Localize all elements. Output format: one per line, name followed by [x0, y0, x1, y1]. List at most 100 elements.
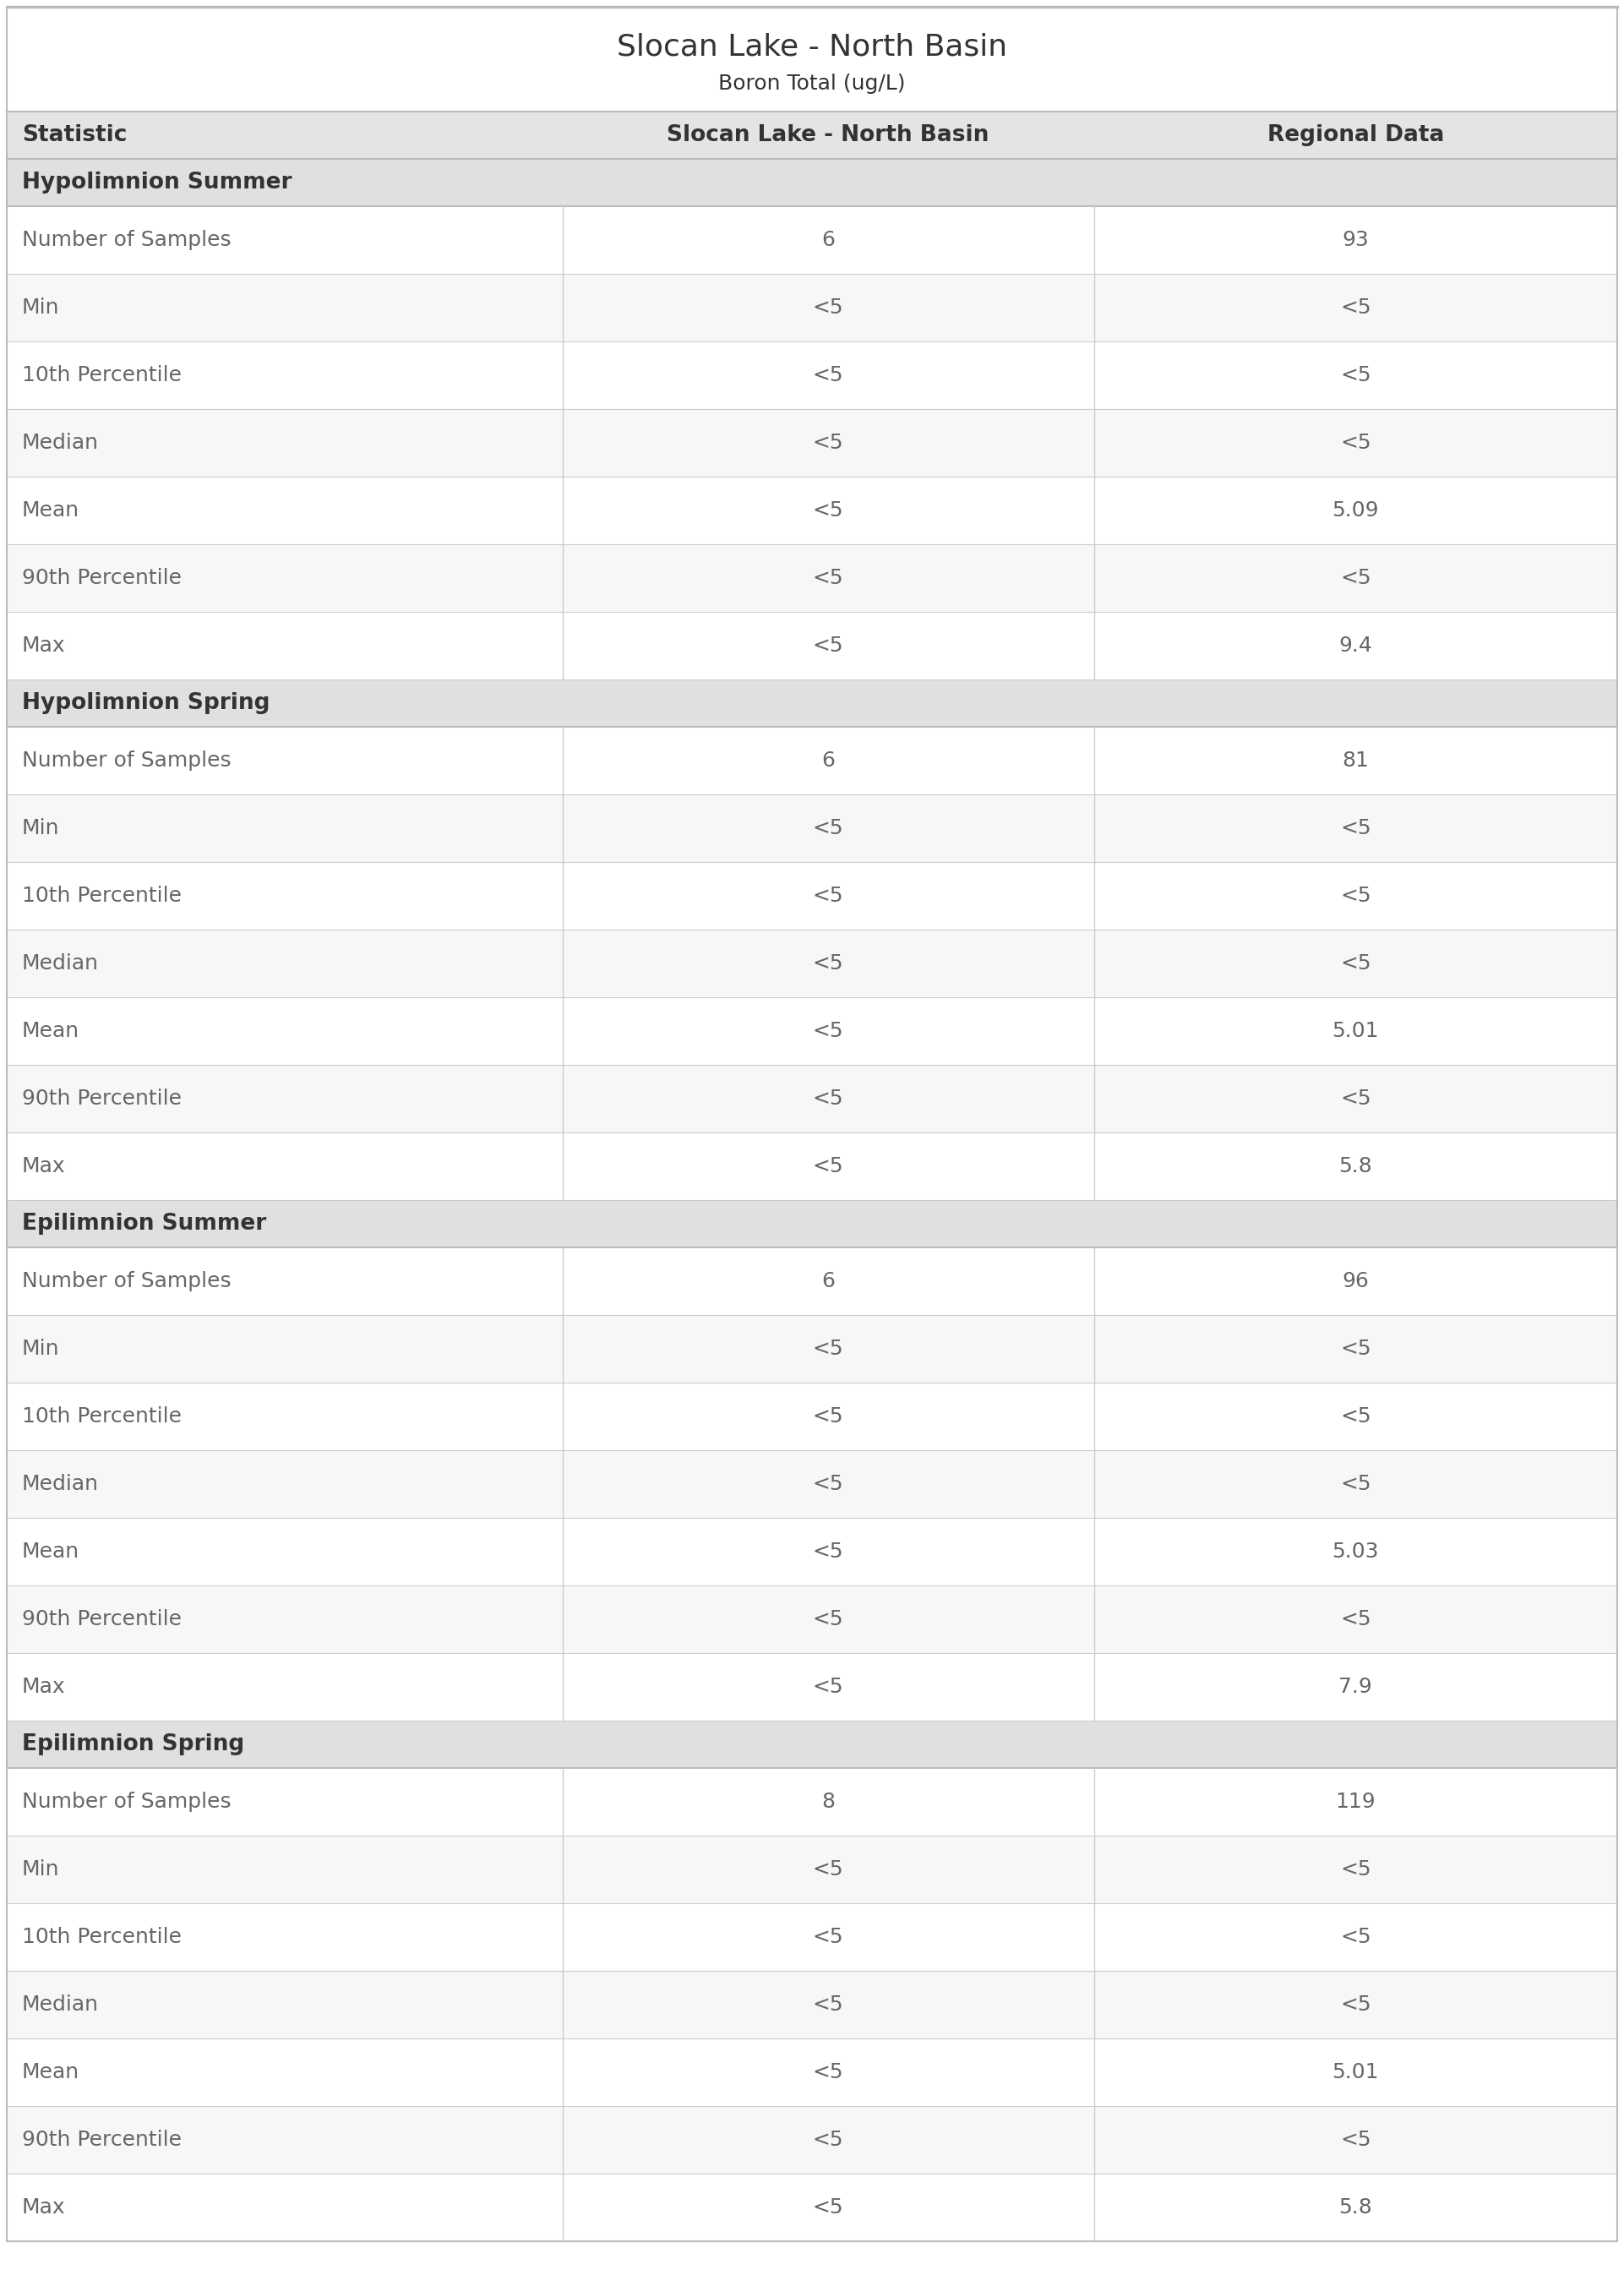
Text: <5: <5: [1340, 953, 1371, 974]
Text: 93: 93: [1341, 229, 1369, 250]
Text: 6: 6: [822, 751, 835, 772]
Text: 5.09: 5.09: [1332, 499, 1379, 520]
Text: <5: <5: [812, 1155, 843, 1176]
Text: <5: <5: [1340, 1407, 1371, 1426]
Text: <5: <5: [812, 1927, 843, 1948]
Text: 9.4: 9.4: [1338, 636, 1372, 656]
Bar: [6, 409, 1618, 477]
Text: Median: Median: [23, 434, 99, 454]
Text: <5: <5: [812, 1090, 843, 1108]
Bar: [6, 275, 1618, 340]
Bar: [6, 111, 1618, 159]
Text: 90th Percentile: 90th Percentile: [23, 568, 182, 588]
Text: Epilimnion Summer: Epilimnion Summer: [23, 1212, 266, 1235]
Text: Mean: Mean: [23, 2061, 80, 2082]
Text: Number of Samples: Number of Samples: [23, 1271, 231, 1292]
Text: Max: Max: [23, 1155, 65, 1176]
Text: 10th Percentile: 10th Percentile: [23, 365, 182, 386]
Text: 8: 8: [822, 1791, 835, 1811]
Text: Mean: Mean: [23, 1541, 80, 1562]
Text: <5: <5: [812, 953, 843, 974]
Text: Slocan Lake - North Basin: Slocan Lake - North Basin: [617, 32, 1007, 61]
Bar: [6, 2107, 1618, 2175]
Bar: [6, 1653, 1618, 1721]
Text: Min: Min: [23, 1859, 60, 1880]
Bar: [6, 726, 1618, 794]
Bar: [6, 1721, 1618, 1768]
Bar: [6, 207, 1618, 275]
Text: <5: <5: [1340, 297, 1371, 318]
Text: Median: Median: [23, 1995, 99, 2016]
Text: <5: <5: [812, 1541, 843, 1562]
Text: Number of Samples: Number of Samples: [23, 1791, 231, 1811]
Bar: [6, 1519, 1618, 1584]
Text: Mean: Mean: [23, 499, 80, 520]
Bar: [6, 2175, 1618, 2240]
Text: <5: <5: [1340, 434, 1371, 454]
Text: <5: <5: [812, 434, 843, 454]
Text: <5: <5: [812, 1022, 843, 1042]
Bar: [6, 340, 1618, 409]
Text: Epilimnion Spring: Epilimnion Spring: [23, 1734, 244, 1755]
Text: <5: <5: [812, 365, 843, 386]
Bar: [6, 1768, 1618, 1836]
Text: 96: 96: [1341, 1271, 1369, 1292]
Text: 90th Percentile: 90th Percentile: [23, 1609, 182, 1630]
Text: 119: 119: [1335, 1791, 1376, 1811]
Text: Boron Total (ug/L): Boron Total (ug/L): [718, 73, 906, 93]
Bar: [6, 1382, 1618, 1451]
Bar: [6, 1836, 1618, 1902]
Text: 81: 81: [1341, 751, 1369, 772]
Bar: [6, 1249, 1618, 1314]
Text: 5.01: 5.01: [1332, 1022, 1379, 1042]
Bar: [6, 545, 1618, 613]
Text: <5: <5: [1340, 1995, 1371, 2016]
Text: Hypolimnion Summer: Hypolimnion Summer: [23, 173, 292, 193]
Text: <5: <5: [1340, 817, 1371, 838]
Text: <5: <5: [812, 636, 843, 656]
Text: Number of Samples: Number of Samples: [23, 229, 231, 250]
Bar: [6, 1970, 1618, 2038]
Text: <5: <5: [812, 1609, 843, 1630]
Text: <5: <5: [1340, 2129, 1371, 2150]
Bar: [6, 863, 1618, 931]
Text: <5: <5: [812, 1339, 843, 1360]
Bar: [6, 1201, 1618, 1248]
Bar: [6, 1133, 1618, 1201]
Bar: [6, 1902, 1618, 1970]
Bar: [6, 1451, 1618, 1519]
Text: 90th Percentile: 90th Percentile: [23, 1090, 182, 1108]
Text: Mean: Mean: [23, 1022, 80, 1042]
Text: Slocan Lake - North Basin: Slocan Lake - North Basin: [667, 125, 989, 145]
Text: 10th Percentile: 10th Percentile: [23, 885, 182, 906]
Text: <5: <5: [812, 2061, 843, 2082]
Text: 7.9: 7.9: [1338, 1678, 1372, 1698]
Text: <5: <5: [812, 297, 843, 318]
Text: 6: 6: [822, 1271, 835, 1292]
Text: 5.8: 5.8: [1338, 1155, 1372, 1176]
Text: <5: <5: [812, 1678, 843, 1698]
Text: <5: <5: [1340, 1927, 1371, 1948]
Text: <5: <5: [1340, 1090, 1371, 1108]
Text: Min: Min: [23, 297, 60, 318]
Bar: [6, 477, 1618, 545]
Text: <5: <5: [812, 1995, 843, 2016]
Bar: [6, 159, 1618, 207]
Bar: [6, 679, 1618, 726]
Text: <5: <5: [1340, 1473, 1371, 1494]
Text: Max: Max: [23, 2197, 65, 2218]
Text: <5: <5: [812, 499, 843, 520]
Text: <5: <5: [812, 1473, 843, 1494]
Text: <5: <5: [1340, 365, 1371, 386]
Bar: [6, 794, 1618, 863]
Bar: [6, 613, 1618, 679]
Text: 10th Percentile: 10th Percentile: [23, 1927, 182, 1948]
Text: Statistic: Statistic: [23, 125, 127, 145]
Text: <5: <5: [812, 885, 843, 906]
Text: <5: <5: [812, 1407, 843, 1426]
Bar: [6, 1065, 1618, 1133]
Text: <5: <5: [1340, 568, 1371, 588]
Text: <5: <5: [812, 817, 843, 838]
Bar: [6, 2038, 1618, 2107]
Text: Median: Median: [23, 1473, 99, 1494]
